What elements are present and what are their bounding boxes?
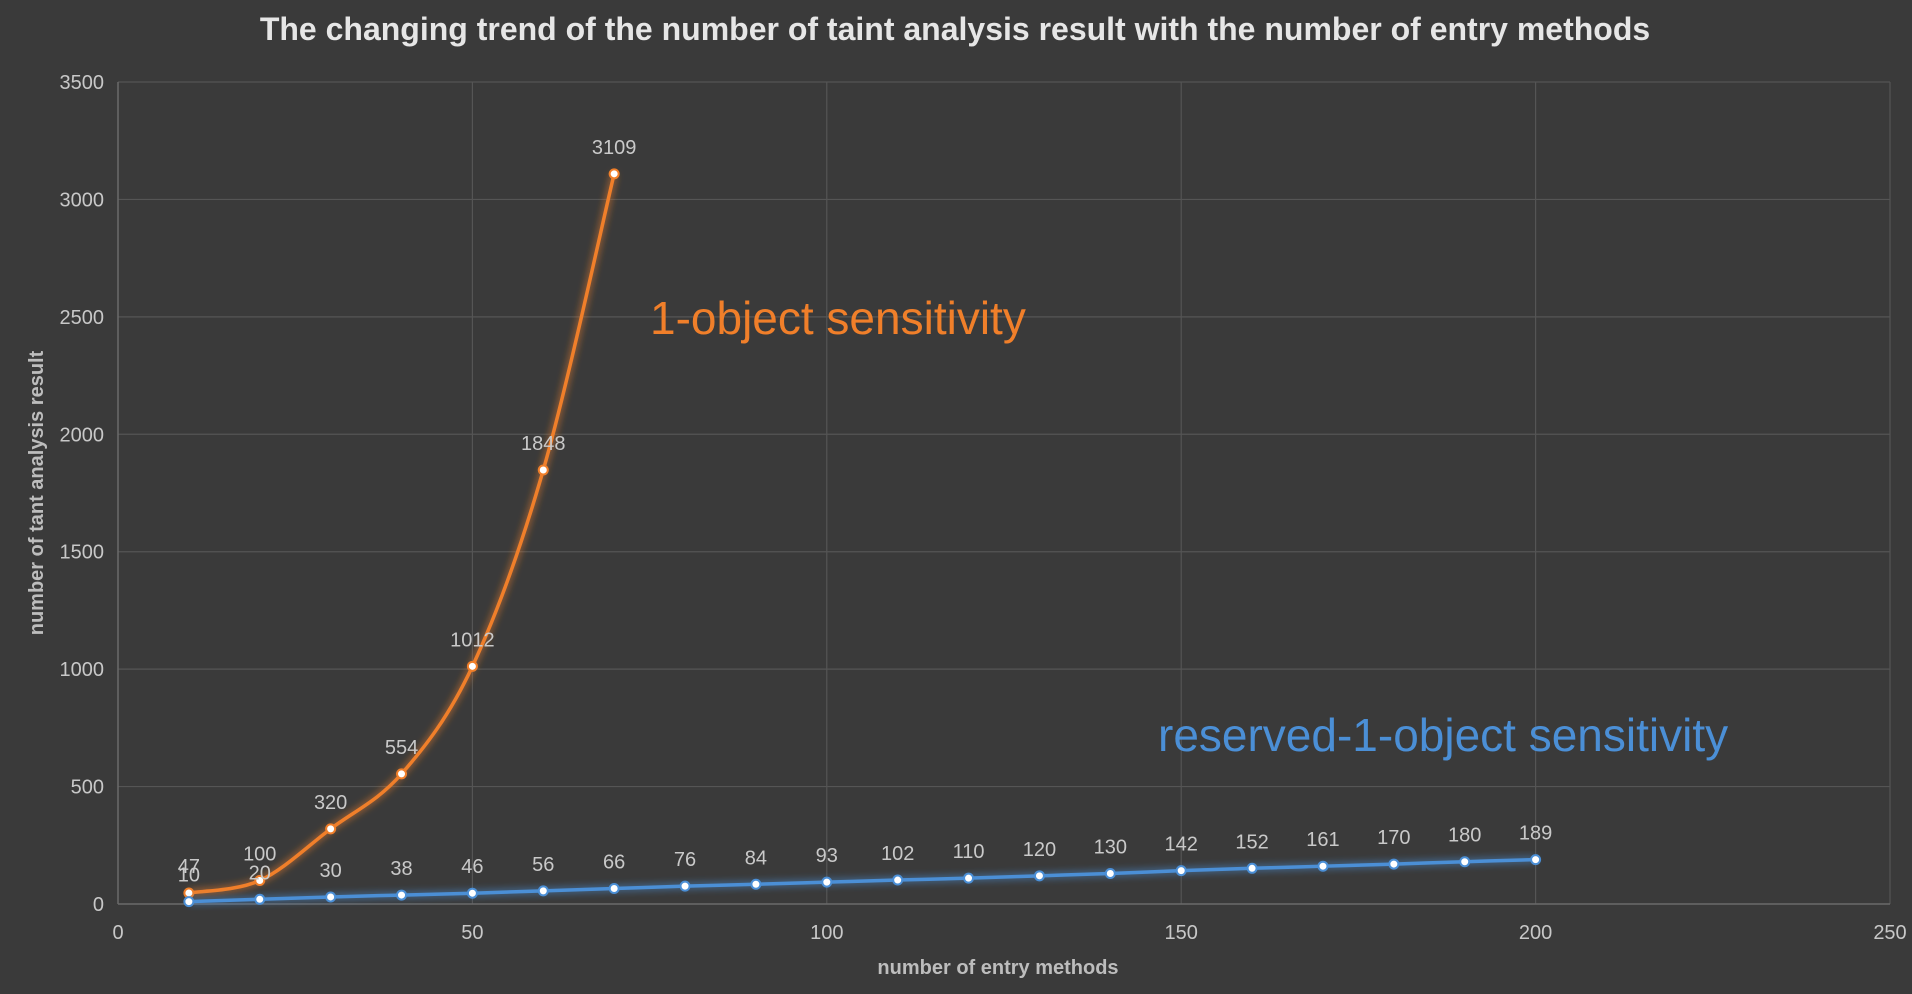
data-label-1-object-sensitivity: 1012 <box>450 629 495 651</box>
series-annotation-1-object: 1-object sensitivity <box>650 292 1026 344</box>
data-point-1-object-sensitivity <box>254 875 266 887</box>
data-label-reserved-1-object-sensitivity: 170 <box>1377 827 1410 849</box>
data-point-reserved-1-object-sensitivity <box>537 885 549 897</box>
data-point-reserved-1-object-sensitivity <box>1104 867 1116 879</box>
data-point-reserved-1-object-sensitivity <box>963 872 975 884</box>
x-tick-label: 0 <box>112 922 123 944</box>
axes: 0 500 1000 1500 2000 2500 3000 3500 0 50 100 150 200… <box>60 72 1907 944</box>
y-tick-label: 2500 <box>60 307 105 329</box>
data-label-reserved-1-object-sensitivity: 38 <box>390 858 412 880</box>
data-label-reserved-1-object-sensitivity: 20 <box>249 862 271 884</box>
y-tick-label: 500 <box>71 777 104 799</box>
data-point-reserved-1-object-sensitivity <box>1459 856 1471 868</box>
data-label-reserved-1-object-sensitivity: 93 <box>816 845 838 867</box>
data-point-1-object-sensitivity <box>183 887 195 899</box>
series-line-reserved-1-object-sensitivity <box>188 857 1536 904</box>
data-point-reserved-1-object-sensitivity <box>679 880 691 892</box>
data-point-reserved-1-object-sensitivity <box>892 874 904 886</box>
data-label-reserved-1-object-sensitivity: 161 <box>1306 829 1339 851</box>
data-point-reserved-1-object-sensitivity <box>821 876 833 888</box>
data-label-reserved-1-object-sensitivity: 130 <box>1094 836 1127 858</box>
data-point-1-object-sensitivity <box>608 168 620 180</box>
data-point-1-object-sensitivity <box>396 768 408 780</box>
data-point-reserved-1-object-sensitivity <box>325 891 337 903</box>
series-annotation-reserved-1-object: reserved-1-object sensitivity <box>1158 709 1728 761</box>
y-tick-label: 1000 <box>60 659 105 681</box>
data-label-reserved-1-object-sensitivity: 10 <box>178 865 200 887</box>
y-axis-label: number of tant analysis result <box>26 350 48 635</box>
data-label-reserved-1-object-sensitivity: 66 <box>603 851 625 873</box>
data-label-1-object-sensitivity: 320 <box>314 792 347 814</box>
data-labels: 47 100 320 554 1012 1848 3109 10 20 30 38 46 56 66 76 8… <box>178 137 1553 887</box>
series-line-1-object-sensitivity <box>188 173 616 895</box>
data-label-reserved-1-object-sensitivity: 84 <box>745 847 767 869</box>
y-tick-label: 3000 <box>60 189 105 211</box>
x-tick-label: 250 <box>1873 922 1906 944</box>
data-point-reserved-1-object-sensitivity <box>750 878 762 890</box>
data-label-1-object-sensitivity: 1848 <box>521 433 566 455</box>
data-label-reserved-1-object-sensitivity: 102 <box>881 843 914 865</box>
x-tick-label: 100 <box>810 922 843 944</box>
data-point-reserved-1-object-sensitivity <box>254 893 266 905</box>
data-point-reserved-1-object-sensitivity <box>1033 870 1045 882</box>
y-tick-label: 3500 <box>60 72 105 94</box>
y-tick-label: 2000 <box>60 424 105 446</box>
x-tick-label: 50 <box>461 922 483 944</box>
data-label-reserved-1-object-sensitivity: 142 <box>1165 834 1198 856</box>
data-point-reserved-1-object-sensitivity <box>466 887 478 899</box>
data-label-1-object-sensitivity: 554 <box>385 737 418 759</box>
data-point-reserved-1-object-sensitivity <box>1530 854 1542 866</box>
data-point-1-object-sensitivity <box>466 660 478 672</box>
data-point-1-object-sensitivity <box>537 464 549 476</box>
data-label-reserved-1-object-sensitivity: 189 <box>1519 823 1552 845</box>
x-tick-label: 150 <box>1165 922 1198 944</box>
data-label-reserved-1-object-sensitivity: 120 <box>1023 839 1056 861</box>
data-point-reserved-1-object-sensitivity <box>396 889 408 901</box>
data-point-reserved-1-object-sensitivity <box>1175 865 1187 877</box>
data-label-reserved-1-object-sensitivity: 76 <box>674 849 696 871</box>
data-label-reserved-1-object-sensitivity: 110 <box>953 841 985 863</box>
data-point-1-object-sensitivity <box>325 823 337 835</box>
data-point-reserved-1-object-sensitivity <box>1246 862 1258 874</box>
data-label-1-object-sensitivity: 100 <box>243 844 276 866</box>
data-label-reserved-1-object-sensitivity: 30 <box>320 860 342 882</box>
data-point-reserved-1-object-sensitivity <box>1317 860 1329 872</box>
data-label-reserved-1-object-sensitivity: 56 <box>532 854 554 876</box>
y-tick-label: 1500 <box>60 542 105 564</box>
data-label-1-object-sensitivity: 47 <box>178 856 200 878</box>
x-axis-label: number of entry methods <box>877 957 1118 979</box>
data-label-reserved-1-object-sensitivity: 180 <box>1448 825 1481 847</box>
gridlines <box>118 81 1891 904</box>
x-tick-label: 200 <box>1519 922 1552 944</box>
data-point-reserved-1-object-sensitivity <box>183 896 195 908</box>
chart-title: The changing trend of the number of tain… <box>260 11 1650 47</box>
data-label-1-object-sensitivity: 3109 <box>592 137 637 159</box>
data-label-reserved-1-object-sensitivity: 46 <box>461 856 483 878</box>
y-tick-label: 0 <box>93 894 104 916</box>
data-point-reserved-1-object-sensitivity <box>608 882 620 894</box>
data-label-reserved-1-object-sensitivity: 152 <box>1235 831 1268 853</box>
data-point-reserved-1-object-sensitivity <box>1388 858 1400 870</box>
series-group <box>183 168 1542 908</box>
